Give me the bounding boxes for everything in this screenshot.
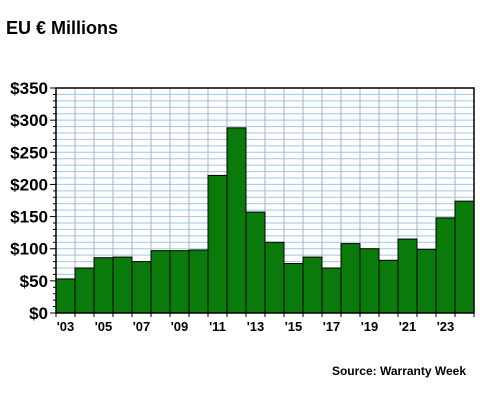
bar-2023 bbox=[435, 217, 456, 314]
chart-title: EU € Millions bbox=[6, 18, 119, 38]
x-tick-label: '23 bbox=[437, 319, 455, 334]
bar-2011 bbox=[207, 174, 228, 314]
bar-2020 bbox=[378, 259, 399, 314]
bar-2013 bbox=[245, 211, 266, 314]
chart-source: Source: Warranty Week bbox=[331, 364, 466, 378]
bar-2024 bbox=[454, 200, 475, 314]
y-tick-label: $250 bbox=[10, 143, 48, 162]
bar-2022 bbox=[416, 248, 437, 314]
x-tick-label: '05 bbox=[95, 319, 113, 334]
y-tick-label: $200 bbox=[10, 175, 48, 194]
y-tick-label: $100 bbox=[10, 240, 48, 259]
y-tick-label: $50 bbox=[20, 272, 48, 291]
bar-2009 bbox=[169, 250, 190, 314]
bar-2018 bbox=[340, 243, 361, 314]
x-tick-label: '15 bbox=[285, 319, 303, 334]
y-tick-label: $150 bbox=[10, 208, 48, 227]
y-tick-label: $0 bbox=[29, 304, 48, 323]
axes bbox=[50, 87, 475, 317]
x-tick-label: '07 bbox=[133, 319, 151, 334]
x-tick-label: '09 bbox=[171, 319, 189, 334]
x-tick-label: '11 bbox=[209, 319, 226, 334]
x-tick-label: '21 bbox=[399, 319, 417, 334]
bar-2010 bbox=[188, 249, 209, 314]
bar-2004 bbox=[74, 267, 95, 314]
bar-2014 bbox=[264, 241, 285, 314]
x-tick-label: '19 bbox=[361, 319, 379, 334]
bar-2012 bbox=[226, 127, 247, 314]
y-tick-label: $350 bbox=[10, 79, 48, 98]
bar-2007 bbox=[131, 261, 152, 314]
bar-2021 bbox=[397, 238, 418, 314]
bar-2019 bbox=[359, 248, 380, 314]
x-tick-label: '13 bbox=[247, 319, 265, 334]
bar-2015 bbox=[283, 263, 304, 314]
bar-2003 bbox=[55, 278, 76, 314]
x-tick-label: '03 bbox=[57, 319, 75, 334]
bar-2005 bbox=[93, 257, 114, 314]
x-tick-label: '17 bbox=[323, 319, 341, 334]
bar-2006 bbox=[112, 256, 133, 314]
bar-2016 bbox=[302, 256, 323, 314]
bar-2008 bbox=[150, 250, 171, 314]
bar-2017 bbox=[321, 267, 342, 314]
tick-labels: $0 $50 $100 $150 $200 $250 $300 $350 '03 '05 '07 '0… bbox=[10, 79, 454, 334]
y-tick-label: $300 bbox=[10, 111, 48, 130]
